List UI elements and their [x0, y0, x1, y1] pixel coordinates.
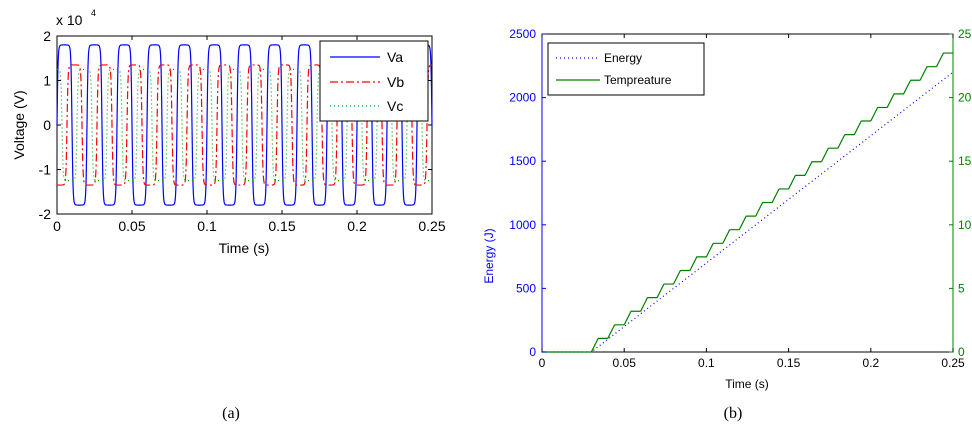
- chart-b-legend: Energy Tempreature: [547, 42, 705, 96]
- chart-a-x-tick-label: 0: [53, 218, 61, 234]
- chart-a-series-vc-line: [56, 68, 433, 182]
- chart-a-y-exponent-prefix: x 10: [56, 12, 83, 28]
- chart-b-x-tick-label: 0.15: [777, 356, 801, 370]
- chart-a-legend-label-vb: Vb: [387, 74, 404, 90]
- chart-b-caption: (b): [724, 405, 743, 422]
- chart-b-x-tick-label: 0.2: [862, 356, 879, 370]
- chart-b-legend-label-temperature: Tempreature: [604, 73, 672, 87]
- chart-b-y-tick-label: 1500: [509, 154, 536, 168]
- chart-a-x-tick-label: 0.2: [347, 218, 367, 234]
- chart-a-x-ticks: 0 0.05 0.1 0.15 0.2 0.25: [53, 36, 446, 234]
- chart-a: 0 0.05 0.1 0.15 0.2 0.25 -2 -1 0 1 2 x 10 4 Time …: [11, 8, 446, 422]
- chart-a-y-exponent: 4: [91, 8, 96, 18]
- chart-b-y2-ticks: 0 5 10 15 20 25: [949, 27, 972, 359]
- chart-b-y-tick-label: 2000: [509, 91, 536, 105]
- chart-a-y-tick-label: 1: [43, 73, 51, 89]
- chart-b-series-group: [542, 52, 954, 353]
- chart-b-y-ticks: 0 500 1000 1500 2000 2500: [509, 27, 546, 359]
- chart-a-y-tick-label: -1: [39, 162, 52, 178]
- chart-a-legend-box: [319, 40, 429, 122]
- chart-a-x-tick-label: 0.15: [268, 218, 295, 234]
- chart-b-y2-tick-label: 0: [958, 345, 965, 359]
- chart-b-x-axis-label: Time (s): [725, 377, 769, 391]
- chart-b-y2-tick-label: 15: [958, 154, 972, 168]
- chart-b-x-tick-label: 0.05: [613, 356, 637, 370]
- chart-a-legend-label-va: Va: [387, 49, 403, 65]
- chart-b-x-tick-label: 0.25: [941, 356, 965, 370]
- chart-a-series-vb-line: [56, 64, 433, 186]
- chart-b-y-tick-label: 1000: [509, 218, 536, 232]
- chart-b-y2-tick-label: 20: [958, 91, 972, 105]
- chart-b-y-tick-label: 2500: [509, 27, 536, 41]
- chart-a-y-ticks: -2 -1 0 1 2: [39, 28, 432, 222]
- chart-a-legend-label-vc: Vc: [387, 98, 403, 114]
- chart-b-x-tick-label: 0: [539, 356, 546, 370]
- chart-b-legend-label-energy: Energy: [604, 51, 642, 65]
- chart-a-legend: Va Vb Vc: [319, 40, 429, 122]
- chart-b-x-tick-label: 0.1: [698, 356, 715, 370]
- chart-b-legend-box: [547, 42, 705, 96]
- chart-b-y2-tick-label: 25: [958, 27, 972, 41]
- chart-a-y-tick-label: -2: [39, 206, 52, 222]
- chart-a-y-tick-label: 2: [43, 28, 51, 44]
- chart-a-x-axis-label: Time (s): [219, 240, 270, 256]
- chart-b-y2-tick-label: 10: [958, 218, 972, 232]
- chart-b-y-tick-label: 0: [529, 345, 536, 359]
- chart-a-caption: (a): [222, 405, 240, 422]
- chart-a-y-tick-label: 0: [43, 117, 51, 133]
- chart-b-y-axis-label: Energy (J): [482, 228, 496, 283]
- chart-a-y-axis-label: Voltage (V): [11, 90, 27, 159]
- chart-a-x-tick-label: 0.1: [197, 218, 217, 234]
- chart-b-y2-tick-label: 5: [958, 281, 965, 295]
- chart-b-series-tempreature-line: [542, 52, 953, 353]
- chart-b-y-tick-label: 500: [516, 281, 536, 295]
- chart-a-x-tick-label: 0.25: [418, 218, 445, 234]
- chart-a-x-tick-label: 0.05: [118, 218, 145, 234]
- chart-b-x-ticks: 0 0.05 0.1 0.15 0.2 0.25: [539, 34, 965, 370]
- chart-b: 0 0.05 0.1 0.15 0.2 0.25 05001000150020002500…: [482, 27, 972, 422]
